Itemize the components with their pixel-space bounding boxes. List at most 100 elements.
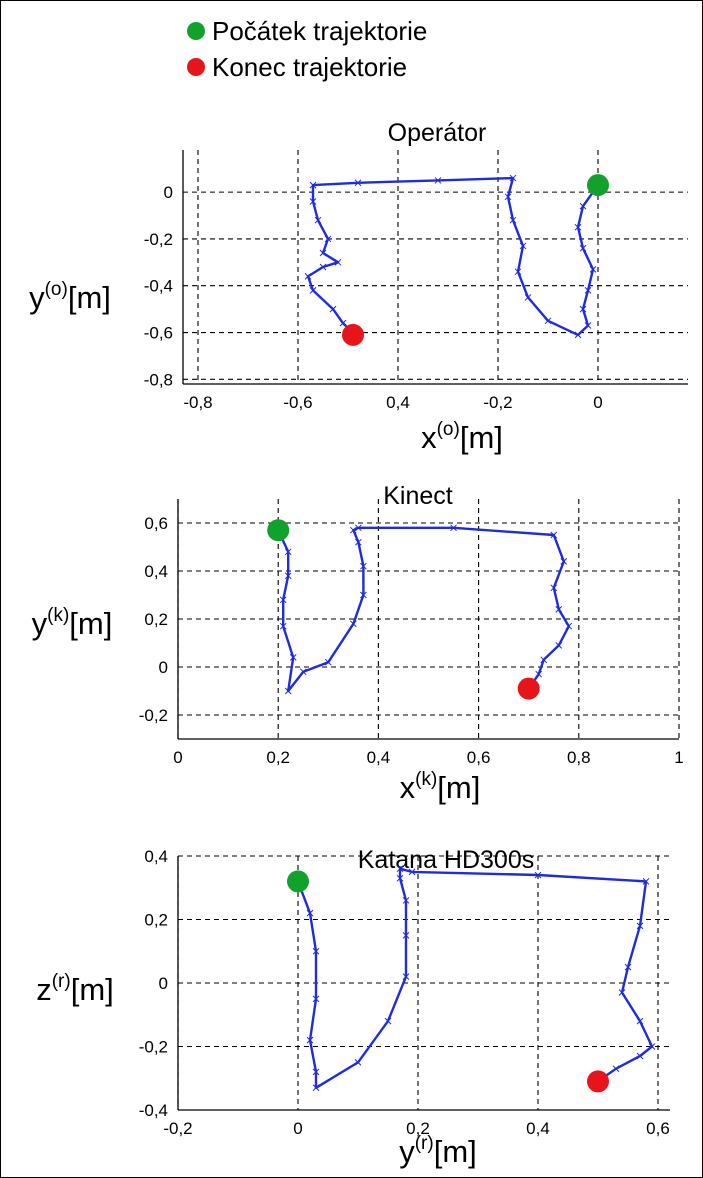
y-axis-label-base: y [29,280,45,315]
trajectory-point [319,263,327,271]
trajectory-point [555,606,563,613]
trajectory-point [509,216,517,224]
trajectory-point [550,531,558,539]
y-tick-label: 0,4 [144,562,168,581]
x-tick-label: 0,4 [386,393,410,412]
trajectory-point [284,687,292,695]
y-tick-label: -0,2 [139,1038,168,1057]
trajectory-point [574,223,582,231]
trajectory-point [299,668,307,676]
trajectory-point [279,622,287,630]
trajectory-point [434,177,442,184]
x-tick-label: 0 [293,1119,302,1138]
y-axis-label-sup: (k) [47,605,69,626]
y-axis-label-sup: (o) [45,279,68,300]
trajectory-point [334,258,342,266]
trajectory-point [312,1068,320,1076]
trajectory-point [574,331,582,339]
x-axis-label-base: x [400,770,416,805]
trajectory-point [329,305,337,313]
chart-kinect: Kinect 0 0,2 0,4 0,6 0,8 10,60,40,20-0,2 x(k)… [32,482,684,805]
trajectory-point [309,198,317,205]
trajectory-point [279,596,287,604]
end-marker [587,1070,609,1093]
trajectory-point [612,1065,620,1073]
trajectory-point [450,524,457,532]
y-axis-label-unit: [m] [71,972,114,1007]
trajectory-point [354,179,362,187]
y-axis-label-sup: (r) [52,971,71,992]
trajectory-point [402,932,410,939]
x-tick-label: 1 [674,748,683,767]
legend-end-marker [187,58,205,76]
trajectory-point [312,947,320,955]
y-axis-label-unit: [m] [68,280,111,315]
x-axis-label-unit: [m] [434,1134,477,1169]
x-tick-label: 0,6 [467,748,491,767]
y-axis-label-base: y [32,606,48,641]
x-tick-label: -0,2 [163,1119,192,1138]
y-tick-label: 0,6 [144,514,168,533]
x-axis-label-base: x [421,420,437,455]
x-axis-label-base: y [399,1134,415,1169]
chart-operator: Operátor -0,8 -0,6 0,4 -0,2 0 0 -0,2 -0,4 -0,6 -0… [29,119,688,455]
x-tick-label: 0,2 [406,1119,430,1138]
x-axis-label-sup: (k) [415,769,437,790]
trajectory-point [312,1084,320,1092]
y-tick-label: -0,8 [144,370,173,389]
trajectory-point [312,995,320,1003]
trajectory-point [284,548,292,556]
x-axis-label-sup: (o) [437,419,460,440]
trajectory-point [584,287,592,294]
trajectory-point [636,1052,644,1060]
legend-start-marker [187,22,205,40]
trajectory-line [296,867,654,1090]
trajectory-line [306,176,600,337]
trajectory-point [584,322,592,329]
trajectory-point [579,244,587,252]
trajectory-point [509,174,517,182]
y-axis-label: y(k)[m] [32,605,113,641]
x-tick-label: 0 [593,393,602,412]
trajectory-point [309,287,317,294]
x-axis-label-sup: (r) [415,1133,434,1154]
x-tick-label: -0,6 [283,393,312,412]
y-tick-label: 0 [159,974,168,993]
trajectory-point [402,973,410,981]
x-axis-label: x(o)[m] [421,419,503,455]
end-marker [342,323,364,346]
trajectory-point [402,897,410,904]
trajectory-point [284,572,292,580]
trajectory-point [309,181,317,189]
y-tick-label: 0,2 [144,610,168,629]
legend: Počátek trajektorie Konec trajektorie [187,16,427,82]
trajectory-point [534,871,542,879]
trajectory-point [535,670,543,678]
trajectory-point [519,242,527,250]
trajectory-point [339,319,347,327]
chart-title: Katana HD300s [358,846,535,874]
trajectory-point [408,868,416,876]
trajectory-point [648,1043,656,1050]
trajectory-point [354,1059,362,1066]
legend-end-label: Konec trajektorie [212,52,407,82]
trajectory-point [636,922,644,930]
chart-title: Kinect [383,482,453,510]
x-axis-label: y(r)[m] [399,1133,477,1169]
y-tick-label: -0,4 [139,1101,168,1120]
y-tick-label: -0,2 [144,230,173,249]
start-marker [587,174,609,197]
y-tick-label: 0,2 [144,911,168,930]
y-tick-label: 0 [164,183,173,202]
trajectory-point [304,273,312,280]
x-tick-label: 0,4 [526,1119,550,1138]
x-axis-label: x(k)[m] [400,769,481,805]
trajectory-point [319,249,327,257]
trajectory-point [544,317,552,325]
y-tick-label: -0,2 [139,706,168,725]
start-marker [287,870,309,893]
trajectory-point [396,865,404,873]
y-axis-label: y(o)[m] [29,279,111,315]
x-tick-label: 0,2 [266,748,290,767]
trajectory-point [589,265,597,273]
